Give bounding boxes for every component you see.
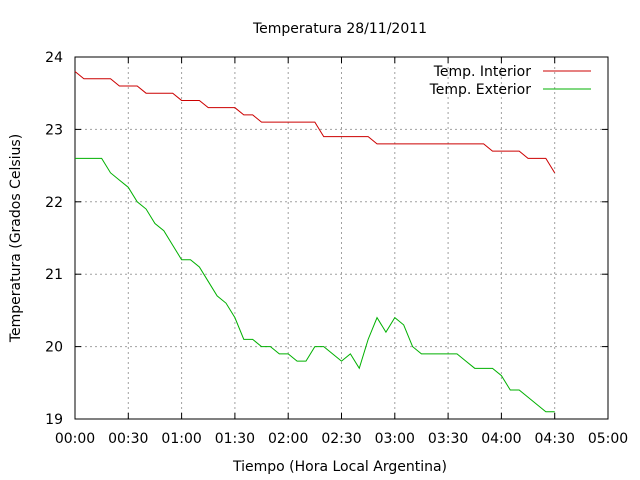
x-tick-label: 00:00	[55, 431, 95, 447]
series-line-exterior	[75, 157, 555, 413]
x-tick-label: 02:30	[321, 431, 361, 447]
y-tick-label: 22	[45, 195, 63, 211]
x-tick-label: 03:00	[375, 431, 415, 447]
y-axis-label: Temperatura (Grados Celsius)	[8, 134, 24, 343]
y-tick-label: 19	[45, 412, 63, 428]
series-line-interior	[74, 71, 556, 174]
series-lines	[74, 71, 556, 413]
axis-ticks: 00:00 00:30 01:00 01:30 02:00 02:30 03:00 03:30…	[45, 50, 628, 447]
legend-label-interior: Temp. Interior	[433, 64, 532, 80]
x-tick-label: 03:30	[428, 431, 468, 447]
y-tick-label: 21	[45, 267, 63, 283]
x-tick-label: 02:00	[268, 431, 308, 447]
x-tick-label: 05:00	[588, 431, 628, 447]
legend-label-exterior: Temp. Exterior	[429, 82, 532, 98]
x-tick-label: 00:30	[108, 431, 148, 447]
grid-lines	[75, 57, 608, 419]
x-tick-label: 04:30	[535, 431, 575, 447]
y-tick-label: 23	[45, 122, 63, 138]
x-tick-label: 01:00	[161, 431, 201, 447]
chart-title: Temperatura 28/11/2011	[252, 21, 427, 37]
y-tick-label: 24	[45, 50, 63, 66]
x-axis-label: Tiempo (Hora Local Argentina)	[232, 459, 447, 475]
x-tick-label: 04:00	[481, 431, 521, 447]
legend: Temp. Interior Temp. Exterior	[429, 64, 591, 98]
x-tick-label: 01:30	[215, 431, 255, 447]
y-tick-label: 20	[45, 340, 63, 356]
